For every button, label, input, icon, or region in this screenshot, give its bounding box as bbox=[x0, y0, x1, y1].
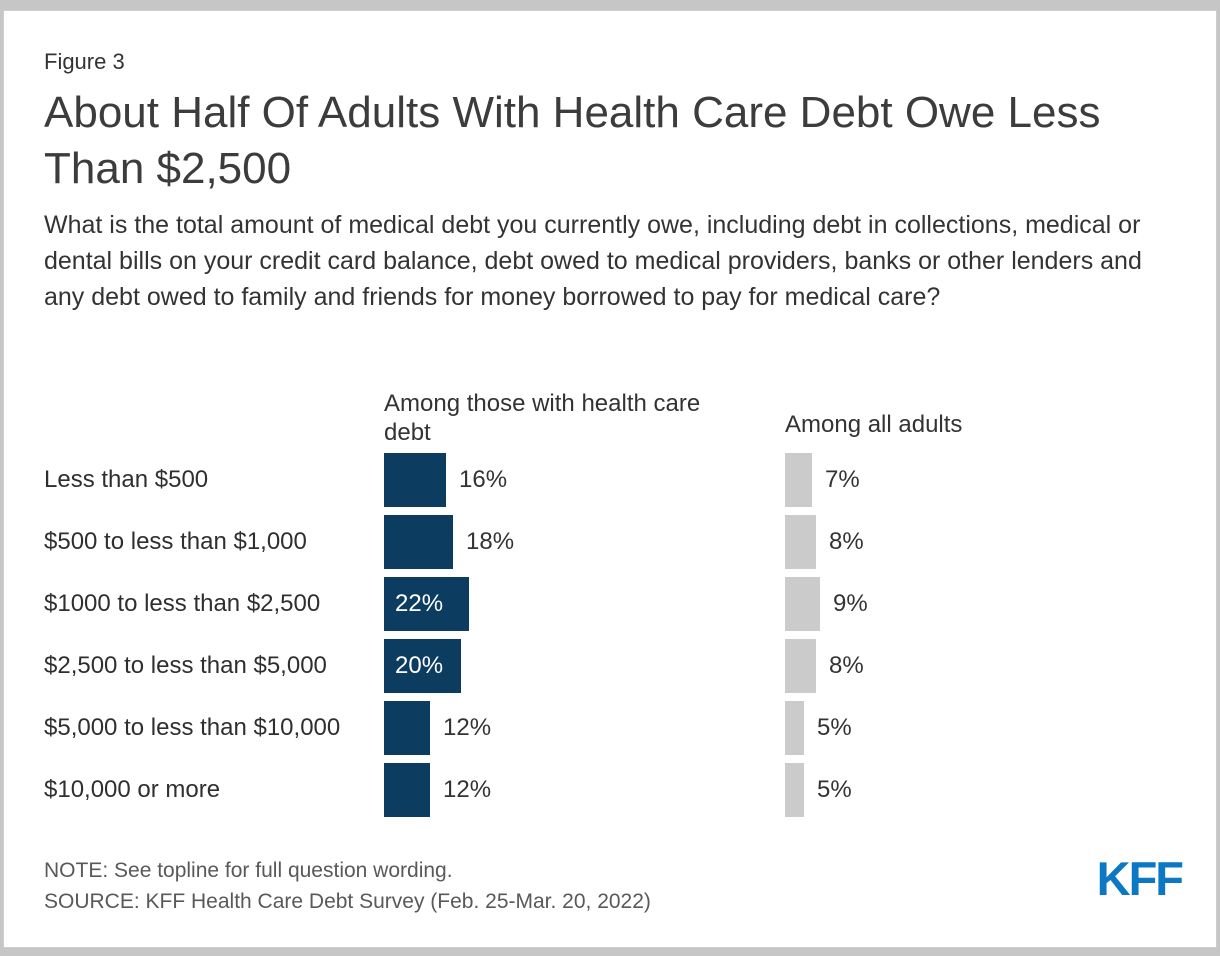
column-headers: Among those with health care debt Among … bbox=[44, 377, 1180, 453]
chart-row: $1000 to less than $2,500 22% 9% bbox=[44, 577, 1180, 639]
chart-row: $500 to less than $1,000 18% 8% bbox=[44, 515, 1180, 577]
source-text: SOURCE: KFF Health Care Debt Survey (Feb… bbox=[44, 890, 651, 913]
chart-row: $10,000 or more 12% 5% bbox=[44, 763, 1180, 825]
category-label: $2,500 to less than $5,000 bbox=[44, 652, 327, 679]
chart-title: About Half Of Adults With Health Care De… bbox=[44, 88, 1101, 193]
chart-row: $5,000 to less than $10,000 12% 5% bbox=[44, 701, 1180, 763]
health-care-debt-bar bbox=[384, 515, 453, 569]
health-care-debt-value: 12% bbox=[443, 714, 492, 741]
column-header-health-care-debt: Among those with health care debt bbox=[384, 390, 701, 446]
all-adults-bar bbox=[785, 763, 804, 817]
health-care-debt-value: 12% bbox=[443, 776, 492, 803]
note-text: NOTE: See topline for full question word… bbox=[44, 859, 453, 882]
bar-chart: Among those with health care debt Among … bbox=[44, 377, 1180, 825]
kff-logo: KFF bbox=[1096, 852, 1184, 905]
all-adults-value: 9% bbox=[833, 590, 868, 617]
category-label: Less than $500 bbox=[44, 466, 209, 493]
health-care-debt-bar bbox=[384, 453, 446, 507]
category-label: $10,000 or more bbox=[44, 776, 221, 803]
all-adults-bar bbox=[785, 577, 820, 631]
category-label: $5,000 to less than $10,000 bbox=[44, 714, 341, 741]
health-care-debt-value: 18% bbox=[466, 528, 515, 555]
category-label: $1000 to less than $2,500 bbox=[44, 590, 321, 617]
all-adults-bar bbox=[785, 701, 804, 755]
all-adults-bar bbox=[785, 515, 816, 569]
all-adults-value: 5% bbox=[817, 776, 852, 803]
health-care-debt-value: 16% bbox=[459, 466, 508, 493]
all-adults-value: 7% bbox=[825, 466, 860, 493]
all-adults-bar bbox=[785, 453, 812, 507]
figure-number: Figure 3 bbox=[44, 49, 125, 74]
all-adults-value: 8% bbox=[829, 652, 864, 679]
chart-row: Less than $500 16% 7% bbox=[44, 453, 1180, 515]
health-care-debt-bar bbox=[384, 701, 430, 755]
all-adults-value: 8% bbox=[829, 528, 864, 555]
survey-question-text: What is the total amount of medical debt… bbox=[44, 211, 1142, 311]
health-care-debt-bar bbox=[384, 639, 461, 693]
health-care-debt-bar bbox=[384, 577, 469, 631]
health-care-debt-value: 20% bbox=[395, 652, 444, 679]
column-header-all-adults: Among all adults bbox=[785, 411, 963, 438]
footnotes: NOTE: See topline for full question word… bbox=[44, 855, 651, 917]
all-adults-bar bbox=[785, 639, 816, 693]
category-label: $500 to less than $1,000 bbox=[44, 528, 307, 555]
health-care-debt-bar bbox=[384, 763, 430, 817]
chart-row: $2,500 to less than $5,000 20% 8% bbox=[44, 639, 1180, 701]
chart-rows: Less than $500 16% 7% $500 to less than $1,… bbox=[44, 453, 1180, 825]
health-care-debt-value: 22% bbox=[395, 590, 444, 617]
figure-card: Figure 3 About Half Of Adults With Healt… bbox=[3, 10, 1217, 948]
all-adults-value: 5% bbox=[817, 714, 852, 741]
